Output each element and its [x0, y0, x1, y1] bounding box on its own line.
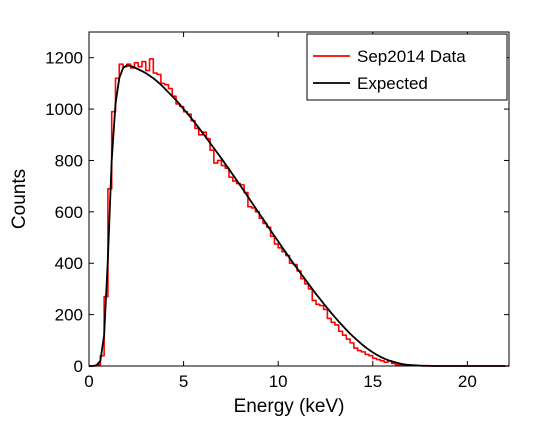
- legend: Sep2014 Data Expected: [306, 33, 508, 101]
- x-tick-label: 15: [363, 372, 382, 391]
- x-tick-label: 0: [84, 372, 93, 391]
- y-tick-label: 800: [55, 151, 83, 170]
- y-axis-label: Counts: [9, 169, 30, 229]
- legend-label-data: Sep2014 Data: [357, 47, 466, 66]
- x-tick-label: 5: [179, 372, 188, 391]
- legend-label-expected: Expected: [357, 74, 428, 93]
- x-tick-label: 10: [269, 372, 288, 391]
- x-axis-label: Energy (keV): [234, 396, 345, 417]
- y-tick-label: 1000: [45, 100, 83, 119]
- y-tick-label: 600: [55, 203, 83, 222]
- y-tick-label: 200: [55, 306, 83, 325]
- series-line-data: [89, 58, 509, 367]
- y-tick-label: 0: [74, 357, 83, 376]
- x-tick-label: 20: [458, 372, 477, 391]
- y-tick-label: 400: [55, 254, 83, 273]
- y-tick-label: 1200: [45, 49, 83, 68]
- axes-frame: [88, 31, 510, 367]
- legend-box: [306, 33, 508, 101]
